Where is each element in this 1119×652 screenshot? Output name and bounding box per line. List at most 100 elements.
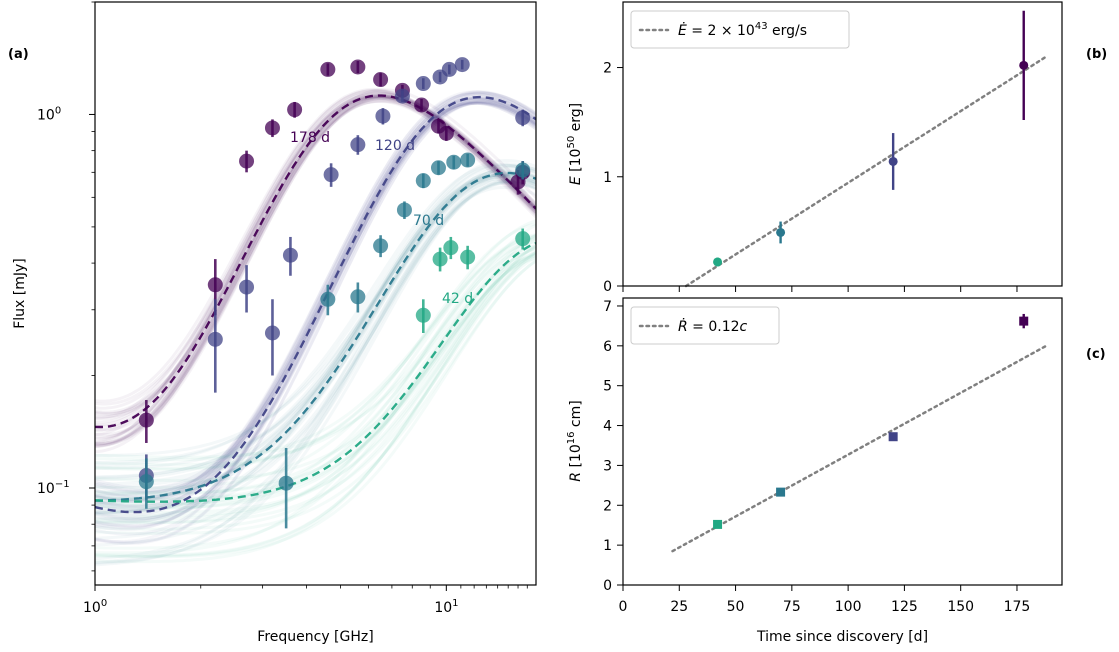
x-axis-label: Time since discovery [d] [756, 629, 928, 645]
y-tick-label: 2 [603, 498, 612, 514]
posterior-curve [95, 244, 536, 501]
posterior-curve [95, 233, 536, 459]
posterior-curve [95, 247, 536, 501]
posterior-curve [95, 251, 536, 564]
data-point [776, 487, 786, 497]
posterior-curve [95, 95, 536, 447]
panel-a: 178 d 120 d 70 d 42 d 10−1 100 100 101 Frequency… [8, 1, 537, 645]
data-point [373, 238, 389, 254]
posterior-curve [95, 96, 536, 448]
posterior-curve [95, 92, 536, 514]
posterior-curve [95, 162, 536, 480]
posterior-curve [95, 240, 536, 555]
data-point [454, 57, 470, 73]
posterior-curve [95, 256, 536, 558]
data-point [396, 202, 412, 218]
posterior-curve [95, 92, 536, 501]
posterior-curve [95, 181, 536, 567]
x-tick-label: 100 [835, 599, 862, 615]
best-fit-curve [95, 171, 536, 502]
posterior-curve [95, 185, 536, 560]
posterior-curve [95, 179, 536, 564]
axes-frame [622, 297, 1063, 586]
data-point [441, 61, 457, 77]
posterior-curve [95, 179, 536, 514]
posterior-curve [95, 219, 536, 471]
posterior-curve [95, 100, 536, 490]
posterior-curve [95, 171, 536, 497]
posterior-curve [95, 250, 536, 495]
x-tick-label: 175 [1004, 599, 1031, 615]
x-tick-label: 100 [83, 598, 107, 616]
posterior-curve [95, 99, 536, 446]
posterior-curve [95, 92, 536, 428]
data-point [713, 519, 723, 529]
y-axis-label: R [1016 cm] [566, 400, 584, 481]
posterior-curve [95, 177, 536, 565]
x-tick-label: 50 [727, 599, 745, 615]
posterior-curve [95, 101, 536, 531]
data-point [713, 257, 723, 267]
data-point [430, 160, 446, 176]
x-tick-label: 0 [619, 599, 628, 615]
y-tick-label: 3 [603, 458, 612, 474]
posterior-curve [95, 173, 536, 501]
data-point [138, 474, 154, 490]
posterior-curve [95, 242, 536, 514]
posterior-curve [95, 259, 536, 535]
data-point [320, 61, 336, 77]
y-axis-label: Flux [mJy] [12, 258, 28, 329]
data-point [1019, 316, 1029, 326]
posterior-curve [95, 101, 536, 521]
series-label: 120 d [375, 138, 415, 154]
panel-a-plot [95, 57, 536, 567]
axes-frame [94, 1, 537, 586]
posterior-curve [95, 181, 536, 540]
posterior-curve [95, 94, 536, 406]
posterior-curve [95, 244, 536, 511]
posterior-curve [95, 101, 536, 528]
posterior-curve [95, 101, 536, 523]
x-tick-label: 25 [670, 599, 688, 615]
data-point [515, 110, 531, 126]
data-point [350, 137, 366, 153]
posterior-curve [95, 174, 536, 489]
posterior-curve [95, 96, 536, 432]
posterior-curve [95, 90, 536, 504]
posterior-curve [95, 236, 536, 496]
legend-text: Ė = 2 × 1043 erg/s [678, 21, 807, 39]
panel-label: (a) [8, 47, 29, 62]
data-point [394, 88, 410, 104]
data-point [373, 72, 389, 88]
posterior-curve [95, 233, 536, 462]
data-point [460, 152, 476, 168]
posterior-curve [95, 234, 536, 470]
posterior-curve [95, 163, 536, 467]
posterior-curve [95, 101, 536, 509]
posterior-curve [95, 169, 536, 482]
posterior-curve [95, 97, 536, 493]
panel-c: 0 1 2 3 4 5 6 7 0 25 50 75 100 125 150 175 Ṙ = 0.12c R [1… [566, 297, 1106, 645]
legend-box [630, 306, 780, 345]
data-point [239, 279, 255, 295]
data-point [375, 108, 391, 124]
y-tick-label: 6 [603, 339, 612, 355]
data-point [415, 307, 431, 323]
data-point [888, 432, 898, 442]
y-tick-label: 0 [603, 578, 612, 594]
posterior-curve [95, 252, 536, 506]
posterior-curve [95, 234, 536, 509]
y-tick-label: 7 [603, 299, 612, 315]
legend-box [630, 10, 850, 49]
data-point [264, 120, 280, 136]
posterior-curve [95, 253, 536, 557]
posterior-curve [95, 100, 536, 495]
posterior-curve [95, 179, 536, 521]
x-tick-label: 101 [434, 598, 458, 616]
posterior-curve [95, 163, 536, 495]
posterior-curve [95, 158, 536, 464]
y-tick-label: 2 [603, 61, 612, 77]
data-point [776, 227, 786, 237]
fit-line [671, 344, 1048, 553]
